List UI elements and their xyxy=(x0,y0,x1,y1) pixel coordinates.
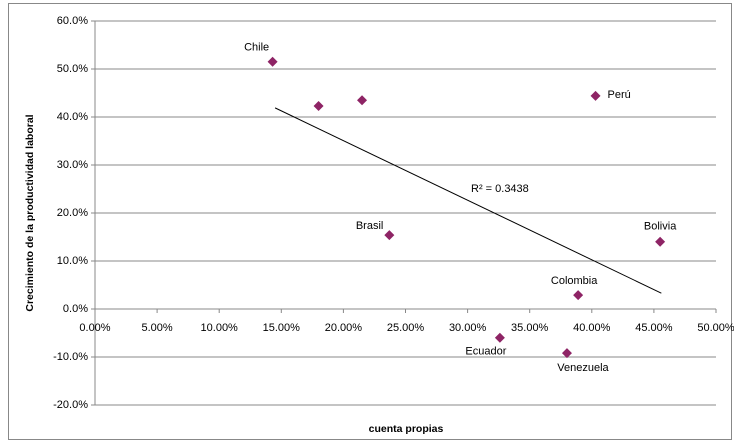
point-label: Perú xyxy=(608,89,631,101)
x-tick-label: 40.00% xyxy=(573,322,611,334)
y-tick-label: 50.0% xyxy=(57,63,88,75)
point xyxy=(357,95,368,106)
x-tick-label: 35.00% xyxy=(511,322,549,334)
x-tick-label: 20.00% xyxy=(325,322,363,334)
point xyxy=(267,56,278,67)
chart-frame xyxy=(8,3,732,440)
x-tick-label: 10.00% xyxy=(201,322,239,334)
y-tick-label: 60.0% xyxy=(57,15,88,27)
x-axis-title: cuenta propias xyxy=(369,423,444,435)
trend-line xyxy=(274,107,662,294)
point-label: Ecuador xyxy=(465,346,506,358)
x-tick-label: 5.00% xyxy=(141,322,172,334)
point xyxy=(573,290,584,301)
point-label: Colombia xyxy=(551,275,598,287)
x-tick-label: 15.00% xyxy=(263,322,301,334)
point xyxy=(590,90,601,101)
y-tick-label: 20.0% xyxy=(57,207,88,219)
y-axis-title: Crecimiento de la productividad laboral xyxy=(24,114,36,311)
y-tick-label: -10.0% xyxy=(53,351,88,363)
y-tick-label: 0.0% xyxy=(63,303,88,315)
y-tick-label: 30.0% xyxy=(57,159,88,171)
point-label: Chile xyxy=(244,42,269,54)
x-tick-label: 30.00% xyxy=(449,322,487,334)
point xyxy=(384,230,395,241)
y-tick-label: 40.0% xyxy=(57,111,88,123)
y-tick-label: -20.0% xyxy=(53,399,88,411)
point xyxy=(494,332,505,343)
point xyxy=(561,348,572,359)
x-tick-label: 50.00% xyxy=(697,322,734,334)
point-label: Bolivia xyxy=(644,221,677,233)
point xyxy=(655,236,666,247)
point-label: Brasil xyxy=(356,220,384,232)
y-tick-label: 10.0% xyxy=(57,255,88,267)
x-tick-label: 25.00% xyxy=(387,322,425,334)
x-tick-label: 0.00% xyxy=(79,322,110,334)
point xyxy=(313,100,324,111)
point-label: Venezuela xyxy=(557,362,609,374)
x-tick-label: 45.00% xyxy=(635,322,673,334)
trend-annotation: R² = 0.3438 xyxy=(471,183,529,195)
